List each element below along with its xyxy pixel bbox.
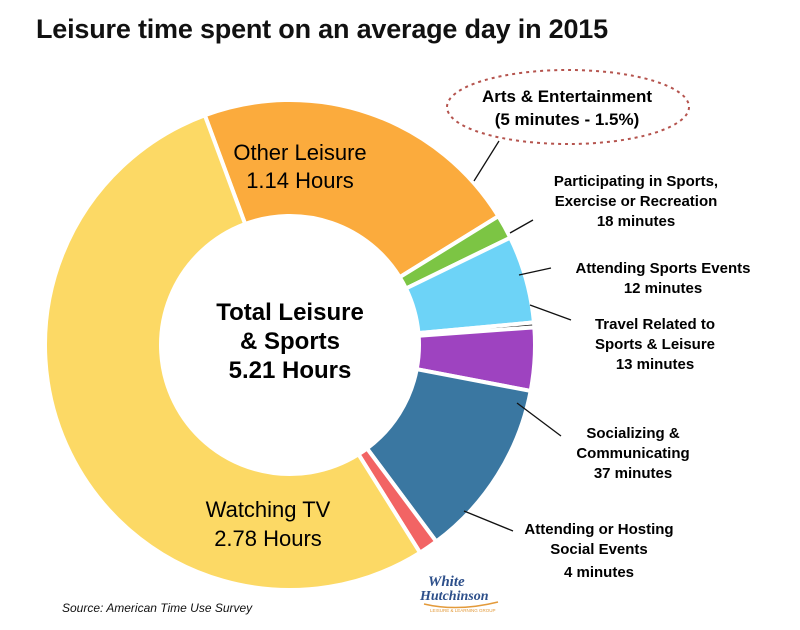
logo-word-1: White (428, 574, 465, 590)
chart-title: Leisure time spent on an average day in … (36, 14, 608, 44)
center-label-line-1: Total Leisure (216, 299, 364, 326)
watching-tv-label: Watching TV (206, 497, 331, 522)
center-label-line-2: & Sports (240, 328, 340, 355)
attending-sports-value: 12 minutes (624, 280, 702, 297)
arts-label: Arts & Entertainment (482, 87, 652, 106)
participating-label-line-2: Exercise or Recreation (555, 193, 718, 210)
source-note: Source: American Time Use Survey (62, 601, 253, 615)
slice-watching-tv (43, 113, 423, 592)
attending-sports-label: Attending Sports Events (575, 260, 750, 277)
socializing-label-line-1: Socializing & (586, 425, 680, 442)
hosting-value: 4 minutes (564, 564, 634, 581)
attending-sports-leader-line (518, 267, 552, 276)
donut-slices (43, 98, 537, 592)
travel-label-line-1: Travel Related to (595, 316, 715, 333)
participating-value: 18 minutes (597, 213, 675, 230)
arts-leader-line (473, 140, 500, 182)
travel-leader-line (529, 304, 572, 321)
slice-other-leisure (202, 98, 501, 280)
socializing-label-line-2: Communicating (576, 445, 689, 462)
arts-value: (5 minutes - 1.5%) (495, 110, 640, 129)
center-label-line-3: 5.21 Hours (229, 357, 352, 384)
hosting-label-line-1: Attending or Hosting (524, 521, 673, 538)
participating-label-line-1: Participating in Sports, (554, 173, 718, 190)
travel-value: 13 minutes (616, 356, 694, 373)
logo-word-2: Hutchinson (419, 589, 489, 604)
hosting-leader-line (463, 510, 514, 532)
other-leisure-label: Other Leisure (233, 140, 366, 165)
white-hutchinson-logo: White Hutchinson LEISURE & LEARNING GROU… (418, 568, 508, 623)
watching-tv-value: 2.78 Hours (214, 526, 322, 551)
hosting-label-line-2: Social Events (550, 541, 648, 558)
travel-label-line-2: Sports & Leisure (595, 336, 715, 353)
other-leisure-value: 1.14 Hours (246, 168, 354, 193)
socializing-value: 37 minutes (594, 465, 672, 482)
logo-tagline: LEISURE & LEARNING GROUP (430, 608, 496, 613)
arts-callout-ellipse (446, 69, 690, 145)
socializing-leader-line (516, 402, 562, 437)
participating-leader-line (509, 219, 534, 234)
